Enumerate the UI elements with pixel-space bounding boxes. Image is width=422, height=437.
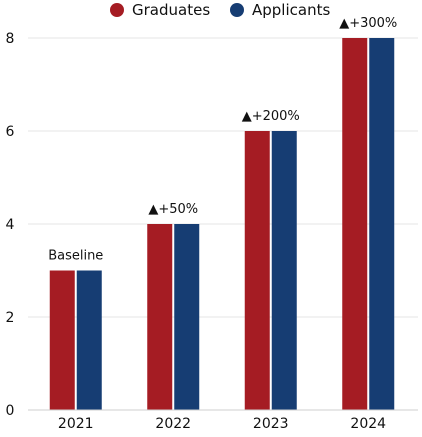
bar-graduates-2022	[147, 224, 173, 410]
x-tick-label: 2023	[253, 416, 289, 432]
y-tick-label: 8	[6, 31, 15, 47]
y-tick-label: 2	[6, 310, 15, 326]
bar-annotation: Baseline	[48, 249, 103, 264]
bar-applicants-2021	[76, 270, 102, 410]
x-tick-label: 2024	[350, 416, 386, 432]
legend-label-applicants: Applicants	[252, 1, 330, 19]
y-tick-label: 4	[6, 217, 15, 233]
legend-label-graduates: Graduates	[132, 1, 210, 19]
bar-annotation: ▲+300%	[339, 16, 397, 31]
bars-layer	[49, 38, 395, 410]
legend-swatch-graduates	[110, 3, 124, 17]
annotation-text: +200%	[252, 109, 300, 124]
annotation-text: Baseline	[48, 249, 103, 264]
bar-applicants-2024	[369, 38, 395, 410]
annotation-layer: Baseline▲+50%▲+200%▲+300%	[48, 16, 397, 264]
y-tick-label: 0	[6, 403, 15, 419]
bar-annotation: ▲+200%	[242, 109, 300, 124]
axis-layer: 0 2 4 6 8 2021 2022 2023 2024	[6, 31, 418, 432]
bar-annotation: ▲+50%	[148, 202, 198, 217]
legend-swatch-applicants	[230, 3, 244, 17]
bar-graduates-2021	[49, 270, 75, 410]
x-tick-label: 2021	[58, 416, 94, 432]
bar-applicants-2023	[271, 131, 297, 410]
bar-graduates-2023	[244, 131, 270, 410]
annotation-text: +300%	[349, 16, 397, 31]
y-tick-label: 6	[6, 124, 15, 140]
annotation-text: +50%	[158, 202, 198, 217]
up-triangle-icon: ▲	[339, 16, 349, 31]
bar-applicants-2022	[174, 224, 200, 410]
bar-graduates-2024	[342, 38, 368, 410]
up-triangle-icon: ▲	[242, 109, 252, 124]
x-tick-label: 2022	[155, 416, 191, 432]
up-triangle-icon: ▲	[148, 202, 158, 217]
legend: Graduates Applicants	[110, 1, 330, 19]
